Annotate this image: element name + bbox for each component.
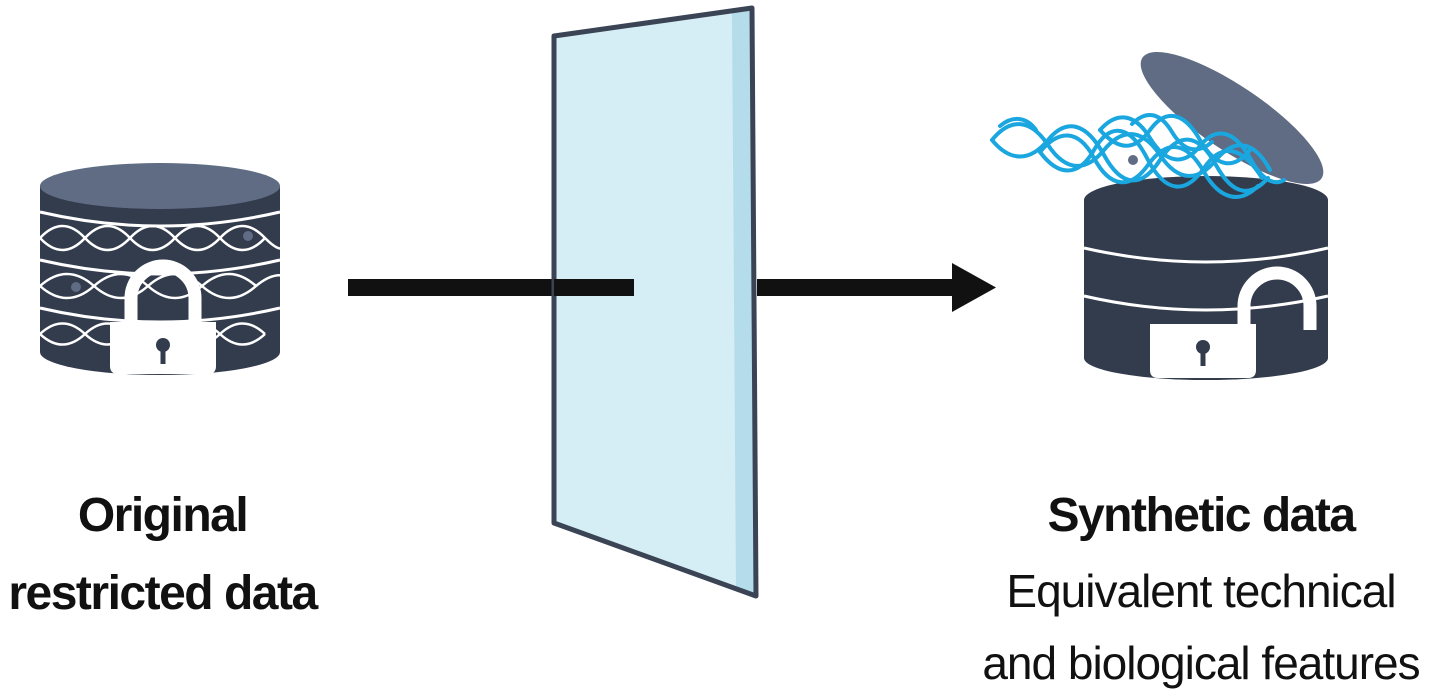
arrow-shaft-right bbox=[757, 279, 957, 296]
open-lid bbox=[1140, 52, 1324, 184]
original-data-title-line1: Original bbox=[77, 489, 249, 542]
synthetic-data-title: Synthetic data bbox=[1047, 489, 1356, 542]
synthetic-data-waves bbox=[990, 113, 1286, 199]
privacy-filter-panel bbox=[551, 5, 759, 599]
arrow-shaft-through-panel bbox=[554, 279, 634, 296]
data-dot bbox=[243, 231, 253, 241]
synthetic-data-subtitle-line1: Equivalent technical bbox=[1006, 565, 1396, 617]
synthetic-database-icon bbox=[1083, 176, 1329, 380]
closed-lock-icon bbox=[110, 259, 216, 374]
open-lock-icon bbox=[1150, 266, 1317, 378]
original-data-title-line2: restricted data bbox=[8, 567, 318, 620]
arrow-head bbox=[952, 263, 996, 312]
data-dot bbox=[71, 282, 81, 292]
data-dot bbox=[1128, 155, 1138, 165]
synthetic-data-subtitle-line2: and biological features bbox=[982, 637, 1420, 689]
